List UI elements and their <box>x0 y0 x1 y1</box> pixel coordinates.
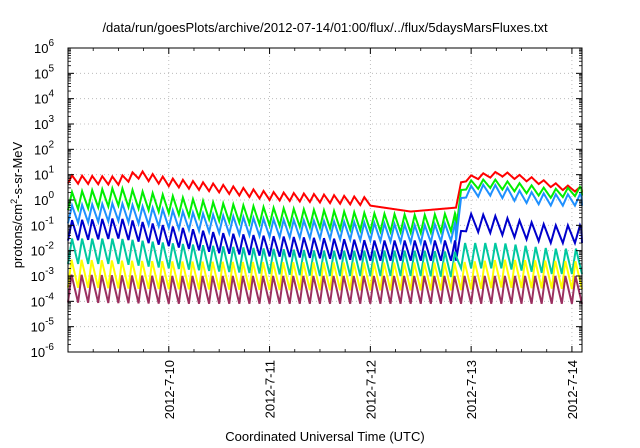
series-line-2 <box>67 177 583 237</box>
series-line-7 <box>67 274 583 305</box>
x-tick-label: 2012-7-12 <box>363 360 378 419</box>
series-line-6 <box>67 259 583 291</box>
y-tick-label: 101 <box>34 165 54 183</box>
y-tick-label: 105 <box>34 63 54 81</box>
y-tick-label: 10-2 <box>31 241 55 259</box>
y-tick-labels: 10-6 10-5 10-4 10-3 10-2 10-1 100 101 102 103 104 1… <box>31 38 55 360</box>
y-tick-label: 10-4 <box>31 291 55 309</box>
y-tick-label: 102 <box>34 139 54 157</box>
y-tick-label: 106 <box>34 38 54 56</box>
x-tick-labels: 2012-7-10 2012-7-11 2012-7-12 2012-7-13 2012… <box>162 360 580 419</box>
y-tick-label: 104 <box>34 89 54 107</box>
x-tick-label: 2012-7-13 <box>464 360 479 419</box>
series-line-3 <box>67 182 583 247</box>
x-tick-label: 2012-7-11 <box>263 360 278 418</box>
y-tick-label: 10-5 <box>31 317 55 335</box>
x-tick-label: 2012-7-14 <box>565 360 580 419</box>
series-line-4 <box>67 210 583 262</box>
series-line-1 <box>67 169 583 213</box>
y-axis-label: protons/cm2-s-sr-MeV <box>9 141 25 268</box>
y-tick-label: 10-6 <box>31 342 55 360</box>
tick-marks <box>68 47 582 353</box>
chart-title: /data/run/goesPlots/archive/2012-07-14/0… <box>102 20 548 35</box>
x-axis-label: Coordinated Universal Time (UTC) <box>225 429 424 444</box>
series-line-5 <box>67 238 583 278</box>
x-tick-label: 2012-7-10 <box>162 360 177 419</box>
y-tick-label: 10-3 <box>31 266 55 284</box>
series-lines <box>67 169 583 305</box>
y-tick-label: 103 <box>34 114 54 132</box>
y-tick-label: 10-1 <box>31 215 55 233</box>
y-tick-label: 100 <box>34 190 54 208</box>
